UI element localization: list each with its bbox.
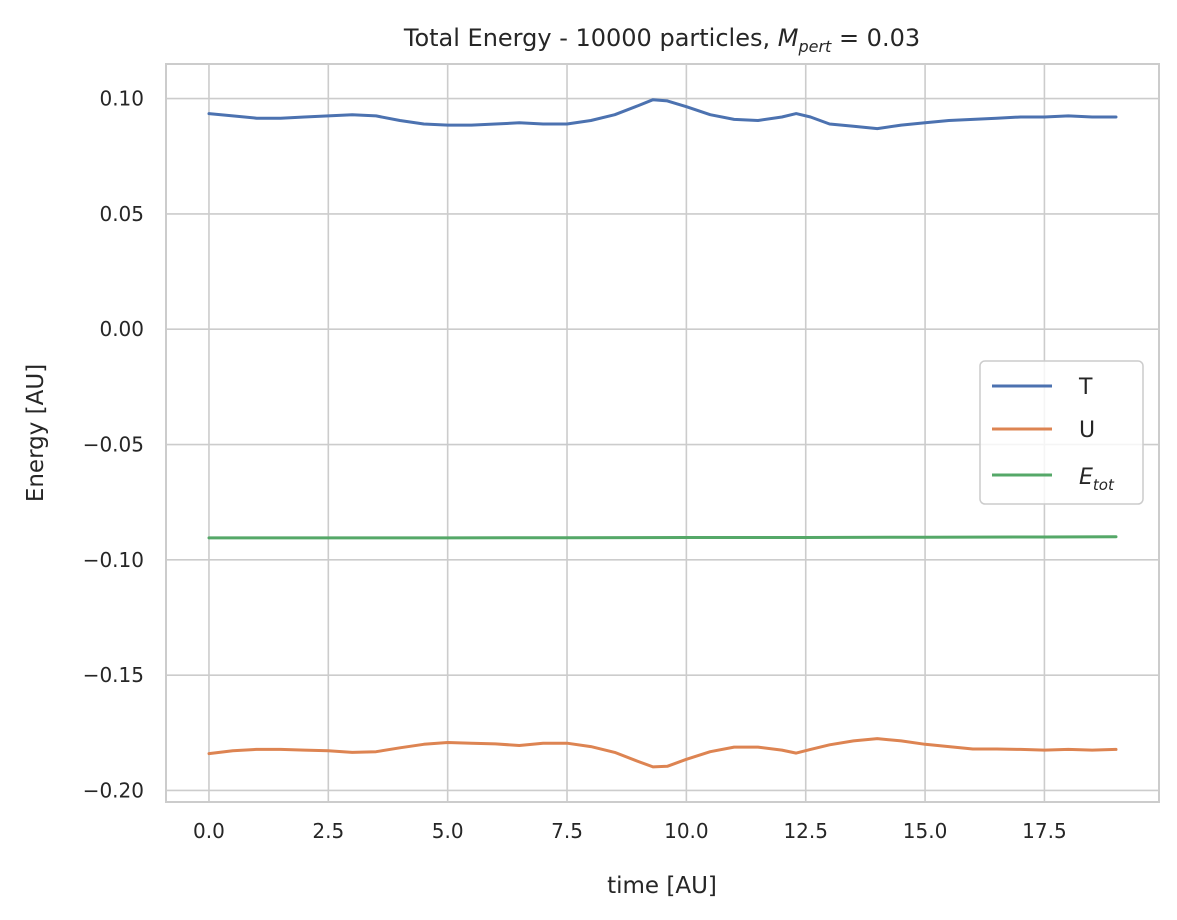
grid-lines — [166, 64, 1159, 802]
series-line-etot — [207, 535, 1118, 540]
y-tick-labels: 0.10 0.05 0.00 −0.05 −0.10 −0.15 −0.20 — [83, 87, 144, 803]
legend-label-etot-main: E — [1079, 465, 1093, 490]
x-tick-label: 10.0 — [664, 819, 709, 843]
x-tick-label: 7.5 — [551, 819, 583, 843]
chart-title-math-main: M — [778, 24, 799, 52]
x-axis-label: time [AU] — [607, 873, 717, 899]
x-tick-label: 17.5 — [1022, 819, 1067, 843]
y-tick-label: 0.00 — [99, 317, 144, 341]
x-tick-label: 2.5 — [312, 819, 344, 843]
legend-box — [979, 360, 1144, 505]
y-axis-label: Energy [AU] — [23, 364, 49, 502]
chart-title-math-sub: pert — [797, 37, 832, 56]
y-tick-label: −0.15 — [83, 663, 144, 687]
legend-label-u: U — [1079, 418, 1095, 443]
y-tick-label: 0.10 — [99, 87, 144, 111]
y-tick-label: −0.20 — [83, 778, 144, 802]
legend-label-etot-sub: tot — [1093, 476, 1115, 494]
plot-frame — [165, 63, 1160, 803]
x-tick-label: 0.0 — [193, 819, 225, 843]
legend: T U Etot — [979, 360, 1144, 505]
series-line-t — [207, 98, 1118, 131]
x-tick-label: 5.0 — [432, 819, 464, 843]
x-tick-label: 12.5 — [783, 819, 828, 843]
y-tick-label: −0.10 — [83, 548, 144, 572]
chart-title: Total Energy - 10000 particles, Mpert = … — [403, 24, 920, 56]
x-tick-labels: 0.0 2.5 5.0 7.5 10.0 12.5 15.0 17.5 — [193, 819, 1067, 843]
series-lines — [207, 98, 1118, 769]
chart-title-prefix: Total Energy - 10000 particles, — [403, 24, 778, 52]
y-tick-label: 0.05 — [99, 202, 144, 226]
series-line-u — [207, 737, 1118, 769]
y-tick-label: −0.05 — [83, 433, 144, 457]
legend-label-t: T — [1078, 375, 1093, 400]
legend-label-etot: Etot — [1079, 465, 1115, 494]
chart-title-suffix: = 0.03 — [831, 24, 920, 52]
x-tick-label: 15.0 — [903, 819, 948, 843]
